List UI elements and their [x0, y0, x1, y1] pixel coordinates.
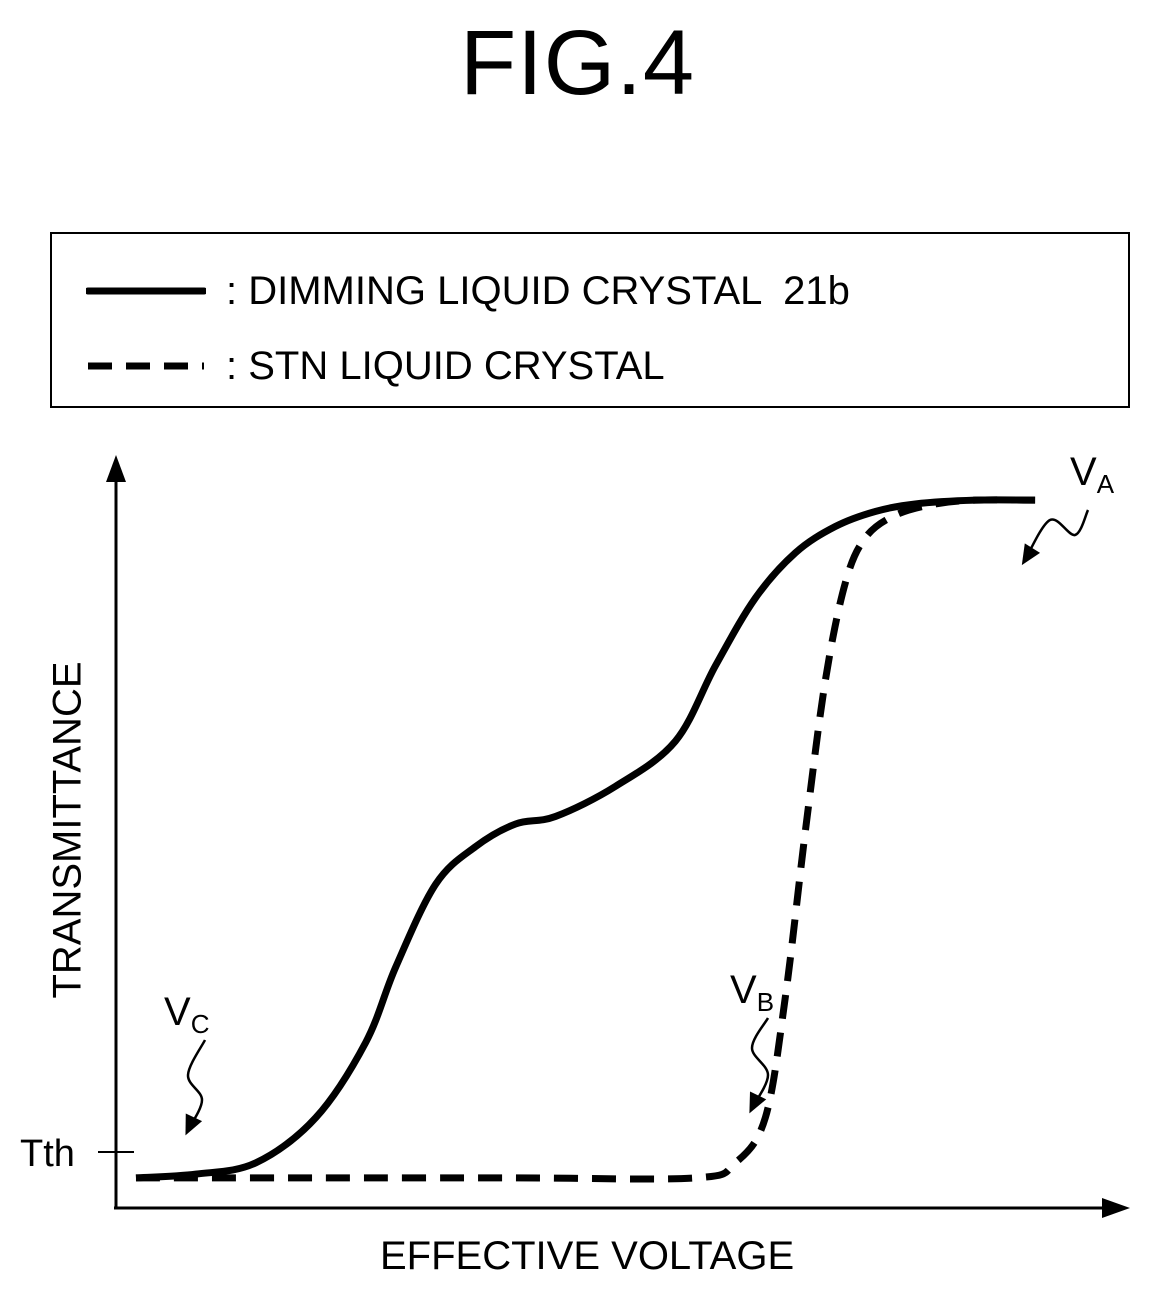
- annotation-vc: VC: [164, 990, 209, 1040]
- x-axis-arrow-icon: [1102, 1198, 1130, 1218]
- annotation-va-main: V: [1070, 450, 1097, 494]
- annotation-arrowhead-c-icon: [185, 1113, 203, 1136]
- annotation-vb-main: V: [730, 968, 757, 1012]
- legend-label-dashed: : STN LIQUID CRYSTAL: [226, 343, 665, 388]
- annotation-vc-main: V: [164, 990, 191, 1034]
- annotation-arrowhead-a-icon: [1021, 543, 1041, 566]
- annotation-leader-c: [186, 1039, 207, 1131]
- annotation-leader-a: [1023, 509, 1090, 561]
- legend-item-dashed: : STN LIQUID CRYSTAL: [52, 341, 665, 391]
- annotation-vb-sub: B: [756, 987, 775, 1017]
- legend-label-solid: : DIMMING LIQUID CRYSTAL 21b: [226, 268, 850, 313]
- series-line-dimming: [135, 496, 1036, 1182]
- y-axis-label: TRANSMITTANCE: [45, 661, 90, 999]
- y-axis-arrow-icon: [106, 455, 126, 482]
- annotation-vb: VB: [730, 968, 774, 1018]
- plot-area: [98, 455, 1130, 1218]
- series-line-stn: [135, 496, 1036, 1183]
- legend-swatch-dashed: [88, 362, 204, 370]
- annotation-arrowhead-b-icon: [749, 1091, 767, 1114]
- legend: : DIMMING LIQUID CRYSTAL 21b : STN LIQUI…: [50, 232, 1130, 408]
- annotation-leader-b: [750, 1017, 770, 1109]
- annotation-va-sub: A: [1096, 469, 1115, 499]
- figure-title: FIG.4: [459, 12, 696, 114]
- x-axis-label: EFFECTIVE VOLTAGE: [380, 1234, 795, 1278]
- y-tick-label-tth: Tth: [20, 1133, 75, 1176]
- annotation-vc-sub: C: [190, 1009, 210, 1039]
- legend-swatch-solid: [86, 287, 206, 295]
- annotation-va: VA: [1070, 450, 1114, 500]
- legend-item-solid: : DIMMING LIQUID CRYSTAL 21b: [52, 266, 850, 316]
